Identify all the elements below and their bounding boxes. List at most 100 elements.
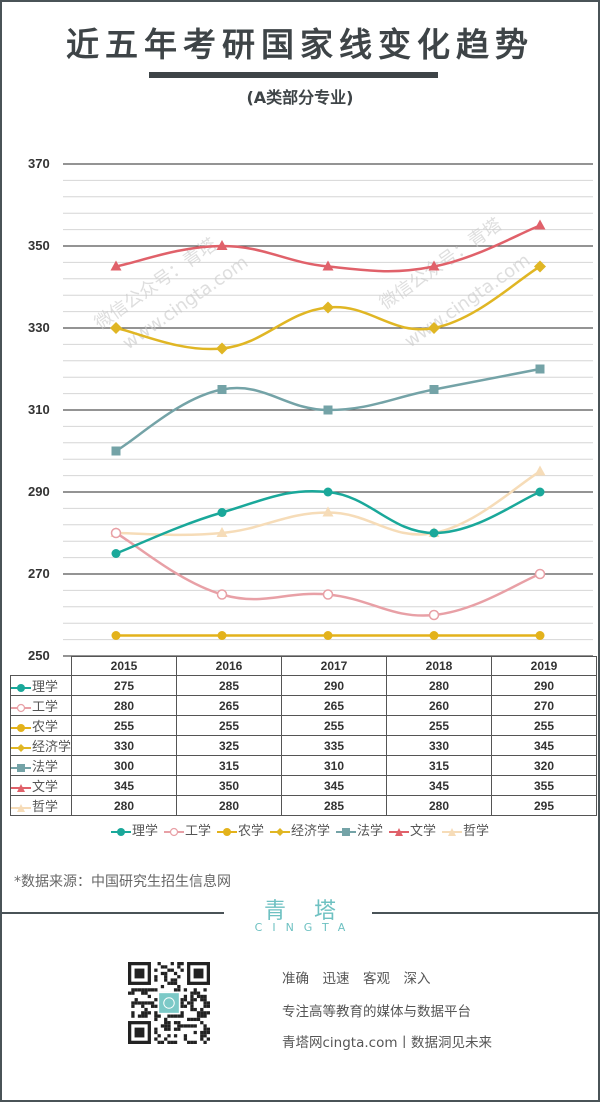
table-cell: 345	[281, 775, 388, 796]
table-cell: 330	[71, 735, 178, 756]
table-cell: 270	[491, 695, 598, 716]
table-row: 文学 345 350 345 345 355	[9, 775, 598, 796]
table-row: 理学 275 285 290 280 290	[9, 675, 598, 696]
y-tick-label: 250	[28, 648, 50, 660]
data-point	[216, 342, 228, 355]
table-cell: 280	[176, 795, 283, 816]
table-cell: 255	[176, 715, 283, 736]
y-tick-label: 370	[28, 156, 50, 171]
table-cell: 280	[386, 795, 493, 816]
table-row: 工学 280 265 265 260 270	[9, 695, 598, 716]
legend-marker-icon	[336, 827, 356, 836]
table-cell: 290	[281, 675, 388, 696]
table-row-label: 农学	[9, 715, 73, 736]
legend-marker-icon	[442, 827, 463, 836]
page-subtitle: (A类部分专业)	[246, 88, 354, 107]
table-cell: 265	[176, 695, 283, 716]
table-cell: 345	[71, 775, 178, 796]
legend-marker-icon	[11, 803, 31, 812]
table-row: 法学 300 315 310 315 320	[9, 755, 598, 776]
table-cell: 255	[281, 715, 388, 736]
legend-item: 农学	[216, 820, 264, 839]
data-point	[216, 589, 228, 600]
table-row-label: 经济学	[9, 735, 73, 756]
legend-label: 理学	[131, 824, 158, 839]
data-point	[323, 631, 333, 640]
data-point	[322, 260, 334, 271]
table-cell: 255	[491, 715, 598, 736]
data-point	[534, 219, 546, 230]
legend-marker-icon	[11, 783, 31, 792]
table-row-label: 理学	[9, 675, 73, 696]
brand-logo-en: CINGTA	[254, 921, 356, 934]
legend-item: 文学	[389, 820, 436, 839]
table-cell: 310	[281, 755, 388, 776]
table-cell: 275	[71, 675, 178, 696]
slogan-line-1: 准确 迅速 客观 深入	[282, 971, 431, 987]
series-文学	[110, 219, 546, 273]
data-point	[534, 465, 546, 476]
data-point	[322, 301, 334, 314]
table-cell: 315	[386, 755, 493, 776]
data-point	[428, 322, 440, 334]
title-underline	[149, 72, 438, 78]
table-cell: 315	[176, 755, 283, 776]
data-point	[534, 568, 546, 580]
table-cell: 335	[281, 735, 388, 756]
table-cell: 260	[386, 695, 493, 716]
legend-label: 文学	[410, 824, 437, 839]
table-row-label: 法学	[9, 755, 73, 776]
legend-marker-icon	[11, 723, 31, 732]
table-header-year: 2015	[71, 656, 178, 676]
series-group	[110, 219, 546, 640]
table-cell: 290	[491, 675, 598, 696]
row-label-text: 农学	[32, 719, 59, 734]
slogan-line-3: 青塔网cingta.com丨数据洞见未来	[282, 1035, 492, 1051]
table-row: 农学 255 255 255 255 255	[9, 715, 598, 736]
series-法学	[111, 364, 545, 456]
table-header-row: 2015 2016 2017 2018 2019	[11, 656, 598, 676]
legend-marker-icon	[389, 827, 410, 836]
data-point	[534, 260, 546, 273]
y-tick-label: 310	[28, 402, 50, 417]
table-header-year: 2017	[281, 656, 388, 676]
table-cell: 345	[386, 775, 493, 796]
qr-code-icon	[128, 962, 210, 1044]
table-header-year: 2019	[491, 656, 598, 676]
data-point	[110, 322, 122, 334]
data-point	[429, 631, 439, 640]
table-row: 经济学 330 325 335 330 345	[9, 735, 598, 756]
y-tick-label: 270	[28, 566, 50, 581]
chart-legend: 理学 工学 农学 经济学 法学 文学 哲学	[0, 820, 600, 839]
table-cell: 265	[281, 695, 388, 716]
row-label-text: 文学	[32, 779, 59, 794]
y-tick-label: 350	[28, 238, 50, 253]
table-cell: 325	[176, 735, 283, 756]
table-cell: 320	[491, 755, 598, 776]
table-cell: 355	[491, 775, 598, 796]
legend-item: 哲学	[442, 820, 489, 839]
row-label-text: 哲学	[32, 799, 59, 814]
data-point	[110, 260, 122, 271]
row-label-text: 法学	[32, 759, 59, 774]
table-cell: 255	[386, 715, 493, 736]
legend-label: 工学	[184, 824, 211, 839]
row-label-text: 经济学	[32, 739, 72, 754]
legend-item: 工学	[163, 820, 211, 839]
data-point	[110, 527, 122, 539]
table-cell: 345	[491, 735, 598, 756]
data-point	[428, 260, 440, 271]
data-point	[111, 446, 121, 456]
row-label-text: 工学	[32, 699, 59, 714]
table-row-label: 工学	[9, 695, 73, 716]
table-row: 哲学 280 280 285 280 295	[9, 795, 598, 816]
legend-marker-icon	[216, 827, 237, 836]
data-point	[429, 528, 439, 538]
table-cell: 255	[71, 715, 178, 736]
data-point	[535, 364, 545, 374]
table-header-year: 2018	[386, 656, 493, 676]
table-cell: 280	[71, 795, 178, 816]
table-cell: 280	[386, 675, 493, 696]
table-cell: 300	[71, 755, 178, 776]
